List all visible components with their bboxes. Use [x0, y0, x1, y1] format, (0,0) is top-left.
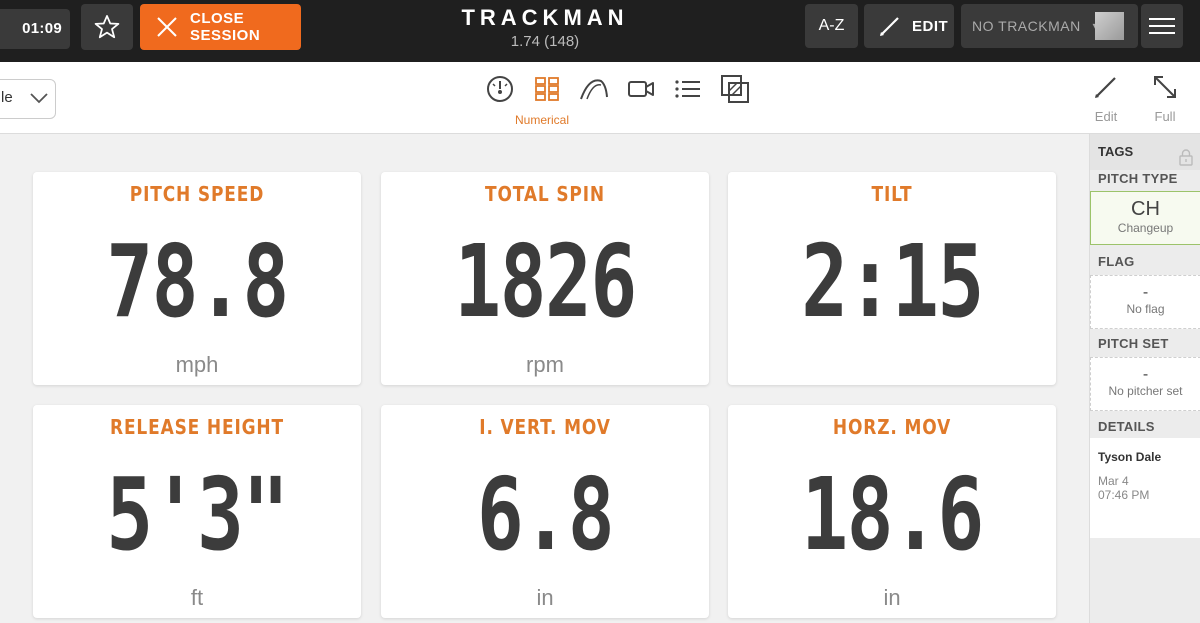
brand: TRACKMAN 1.74 (148) [400, 5, 690, 51]
list-icon [675, 80, 700, 98]
app-version: 1.74 (148) [510, 33, 580, 50]
pitch-type-label: PITCH TYPE [1098, 171, 1178, 186]
video-camera-icon [628, 81, 654, 97]
fullscreen-button[interactable]: Full [1142, 74, 1188, 124]
pitch-set-value: - [1142, 366, 1149, 383]
metric-unit: ft [190, 585, 204, 610]
close-icon [156, 16, 178, 38]
brand-logo-text: TRACKMAN [461, 5, 629, 30]
metric-card-pitch-speed[interactable]: PITCH SPEED 78.8 mph [33, 172, 361, 385]
lock-icon[interactable] [1179, 144, 1193, 180]
view-list-button[interactable] [672, 73, 704, 105]
edit-layout-button[interactable]: Edit [1083, 74, 1129, 124]
trajectory-icon [580, 79, 608, 100]
metric-unit: mph [175, 352, 219, 377]
favorite-button[interactable] [81, 4, 133, 50]
sort-az-button[interactable]: A-Z [805, 4, 858, 48]
close-session-label: CLOSE SESSION [190, 10, 261, 44]
metric-value: 5'3" [106, 456, 289, 573]
metric-card-release-height[interactable]: RELEASE HEIGHT 5'3" ft [33, 405, 361, 618]
view-numerical-button[interactable] [531, 73, 563, 105]
view-video-button[interactable] [625, 73, 657, 105]
edit-button[interactable]: EDIT [864, 4, 954, 48]
pitch-type-code: CH [1131, 198, 1160, 220]
session-time: 01:09 PM [0, 9, 70, 77]
hamburger-menu-button[interactable] [1141, 4, 1183, 48]
pencil-icon [878, 14, 902, 38]
view-switcher [484, 73, 751, 105]
pitch-set-text: No pitcher set [1108, 384, 1183, 398]
pitch-type-tag[interactable]: CH Changeup [1090, 191, 1200, 245]
metric-value: 1826 [454, 223, 637, 340]
menu-line [1149, 32, 1175, 34]
expand-icon [1154, 76, 1176, 98]
metric-title: TOTAL SPIN [484, 182, 605, 206]
pitch-set-label: PITCH SET [1098, 336, 1169, 351]
pitch-time: 07:46 PM [1098, 488, 1150, 502]
metric-title: HORZ. MOV [832, 415, 952, 439]
flag-value: - [1142, 284, 1149, 301]
view-compare-button[interactable] [719, 73, 751, 105]
edit-label: EDIT [912, 17, 949, 35]
filter-dropdown[interactable]: le [0, 79, 56, 119]
gauge-icon [487, 76, 513, 102]
flag-text: No flag [1126, 302, 1165, 316]
metric-card-induced-vertical-movement[interactable]: I. VERT. MOV 6.8 in [381, 405, 709, 618]
star-icon [94, 15, 120, 39]
edit-layout-label: Edit [1094, 109, 1118, 124]
pitcher-name: Tyson Dale [1098, 450, 1162, 464]
details-label: DETAILS [1098, 419, 1155, 434]
tags-header: TAGS [1090, 134, 1200, 170]
pitch-date: Mar 4 [1098, 474, 1129, 488]
trackman-select-value: NO TRACKMAN [972, 18, 1081, 34]
view-toolbar: le [0, 62, 1200, 134]
metric-value: 18.6 [801, 456, 984, 573]
metric-title: PITCH SPEED [129, 182, 265, 206]
metric-card-horizontal-movement[interactable]: HORZ. MOV 18.6 in [728, 405, 1056, 618]
metric-value: 2:15 [801, 223, 984, 340]
view-gauge-button[interactable] [484, 73, 516, 105]
tags-panel: TAGS PITCH TYPE CH Changeup FLAG - No fl… [1089, 134, 1200, 623]
overlay-squares-icon [721, 75, 749, 103]
trackman-select[interactable]: NO TRACKMAN ▼ [961, 4, 1138, 48]
metric-card-total-spin[interactable]: TOTAL SPIN 1826 rpm [381, 172, 709, 385]
flag-label: FLAG [1098, 254, 1135, 269]
menu-line [1149, 25, 1175, 27]
metric-unit: rpm [526, 352, 564, 377]
view-trajectory-button[interactable] [578, 73, 610, 105]
metric-title: TILT [871, 182, 913, 206]
flag-tag[interactable]: - No flag [1090, 275, 1200, 329]
tags-label: TAGS [1098, 144, 1134, 159]
metric-unit: in [883, 585, 901, 610]
menu-line [1149, 18, 1175, 20]
grid-icon [535, 77, 559, 101]
pitch-type-name: Changeup [1117, 221, 1174, 235]
metric-unit: in [536, 585, 554, 610]
filter-dropdown-value: le [1, 89, 13, 106]
top-bar: 01:09 PM CLOSE SESSION TRACKMAN 1.74 (14… [0, 0, 1200, 77]
active-view-label: Numerical [515, 113, 570, 127]
metric-card-tilt[interactable]: TILT 2:15 [728, 172, 1056, 385]
device-thumbnail [1095, 12, 1124, 40]
chevron-down-icon [29, 91, 49, 110]
close-session-button[interactable]: CLOSE SESSION [140, 4, 301, 50]
metric-title: I. VERT. MOV [479, 415, 611, 439]
pitch-set-tag[interactable]: - No pitcher set [1090, 357, 1200, 411]
pencil-icon [1095, 77, 1116, 98]
metric-title: RELEASE HEIGHT [110, 415, 284, 439]
metric-value: 78.8 [106, 223, 289, 340]
details-box: Tyson Dale Mar 4 07:46 PM [1090, 438, 1200, 538]
fullscreen-label: Full [1154, 109, 1176, 124]
metric-value: 6.8 [476, 456, 615, 573]
